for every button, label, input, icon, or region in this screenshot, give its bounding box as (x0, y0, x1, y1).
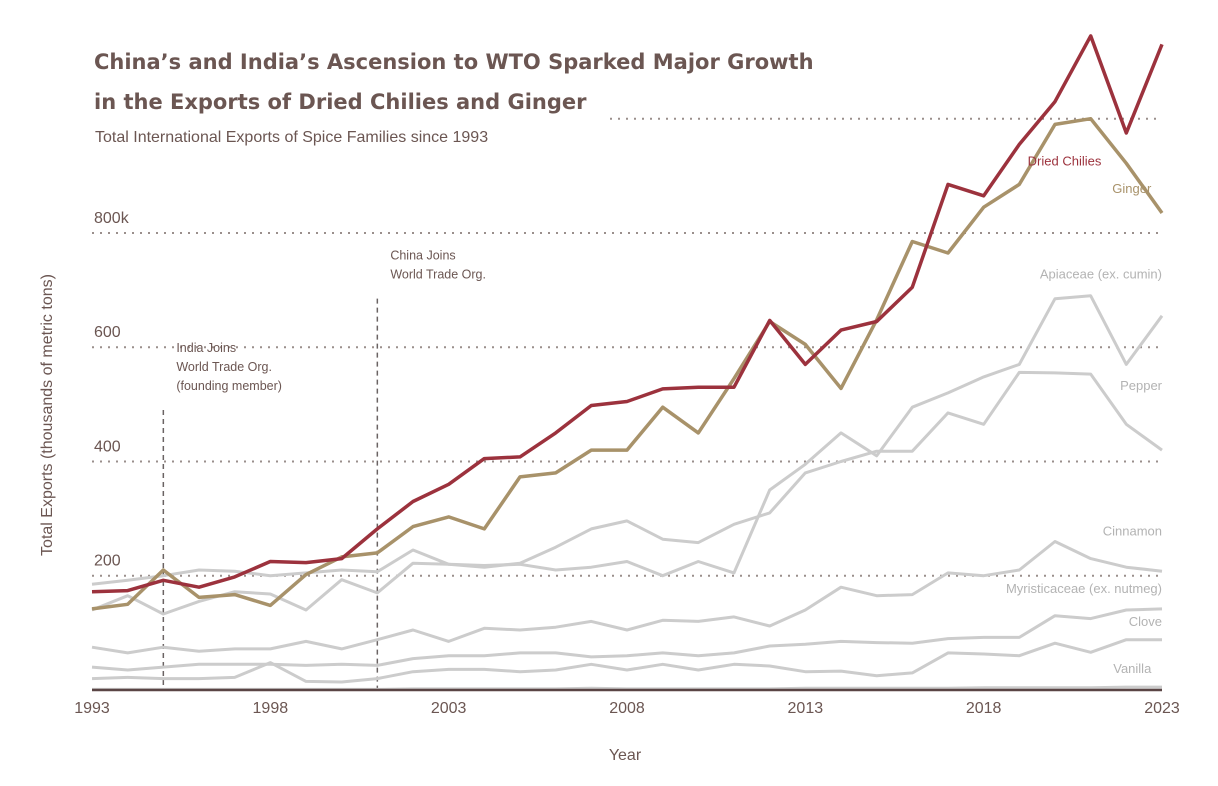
x-tick-label: 2023 (1144, 700, 1180, 717)
series-labels: Vanilla Clove Myristicaceae (ex. nutmeg) Ci… (1006, 154, 1163, 676)
series-line-clove (91, 638, 1162, 684)
annotation-text: World Trade Org. (176, 360, 272, 374)
series-line-cinnamon (91, 540, 1163, 655)
series-label-dried-chilies: Dried Chilies (1028, 154, 1102, 169)
x-tick-label: 2013 (788, 700, 824, 717)
series-label-vanilla: Vanilla (1113, 661, 1152, 676)
x-tick-label: 1998 (253, 700, 289, 717)
x-tick-labels: 1993 1998 2003 2008 2013 2018 2023 (74, 700, 1180, 717)
chart-title-line-2: in the Exports of Dried Chilies and Ging… (94, 90, 587, 114)
series-label-clove: Clove (1129, 614, 1162, 629)
series-line-apiaceae-ex-cumin (91, 294, 1164, 586)
x-tick-label: 2003 (431, 700, 467, 717)
annotation-text: (founding member) (176, 379, 282, 393)
series-label-myristicaceae-ex-nutmeg: Myristicaceae (ex. nutmeg) (1006, 581, 1162, 596)
chart-subtitle: Total International Exports of Spice Fam… (95, 129, 488, 146)
x-tick-label: 2008 (609, 700, 645, 717)
series-line-pepper (91, 370, 1163, 616)
series-line-ginger (91, 116, 1164, 611)
y-tick-label: 600 (94, 324, 121, 341)
series-line-dried-chilies (91, 34, 1164, 594)
y-tick-label: 200 (94, 553, 121, 570)
chart-title-line-1: China’s and India’s Ascension to WTO Spa… (94, 50, 814, 74)
x-tick-label: 2018 (966, 700, 1002, 717)
annotation-text: India Joins (176, 341, 236, 355)
annotation-text: World Trade Org. (390, 268, 486, 282)
y-axis-label: Total Exports (thousands of metric tons) (39, 274, 56, 556)
gridlines: 200 400 600 800k (92, 117, 1162, 577)
y-tick-label: 400 (94, 438, 121, 455)
series-line-myristicaceae-ex-nutmeg (91, 607, 1163, 672)
annotations: India Joins World Trade Org. (founding mem… (162, 249, 486, 690)
series-label-apiaceae-ex-cumin: Apiaceae (ex. cumin) (1040, 267, 1162, 282)
series-lines (91, 34, 1164, 691)
y-tick-label: 800k (94, 210, 130, 227)
annotation-text: China Joins (390, 249, 455, 263)
series-label-cinnamon: Cinnamon (1103, 524, 1162, 539)
x-tick-label: 1993 (74, 700, 110, 717)
x-axis-label: Year (609, 747, 642, 764)
series-label-pepper: Pepper (1120, 378, 1163, 393)
series-label-ginger: Ginger (1112, 181, 1152, 196)
